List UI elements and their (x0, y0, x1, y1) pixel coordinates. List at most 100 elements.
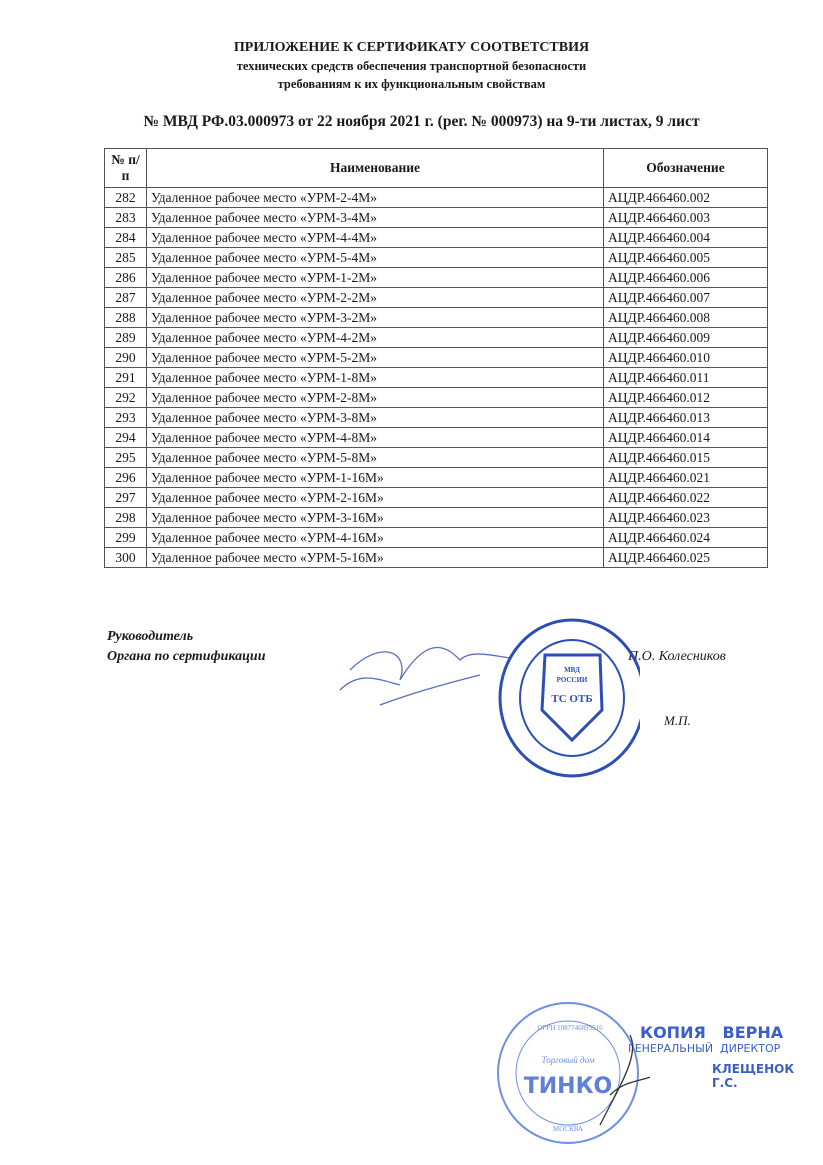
seal-text: МОСКВА (553, 1125, 583, 1133)
certificate-number: № МВД РФ.03.000973 от 22 ноября 2021 г. … (143, 113, 700, 130)
table-row: 294 Удаленное рабочее место «УРМ-4-8М» АЦД… (104, 427, 768, 448)
table-row: 298 Удаленное рабочее место «УРМ-3-16М» АЦ… (104, 507, 768, 528)
item-code: АЦДР.466460.012 (603, 387, 768, 408)
item-code: АЦДР.466460.004 (603, 227, 768, 248)
table-row: 299 Удаленное рабочее место «УРМ-4-16М» АЦ… (104, 527, 768, 548)
item-name: Удаленное рабочее место «УРМ-4-4М» (146, 227, 604, 248)
item-name: Удаленное рабочее место «УРМ-3-4М» (146, 207, 604, 228)
item-name: Удаленное рабочее место «УРМ-4-8М» (146, 427, 604, 448)
table-row: 288 Удаленное рабочее место «УРМ-3-2М» АЦД… (104, 307, 768, 328)
table-row: 293 Удаленное рабочее место «УРМ-3-8М» АЦД… (104, 407, 768, 428)
document-title: ПРИЛОЖЕНИЕ К СЕРТИФИКАТУ СООТВЕТСТВИЯ (233, 40, 590, 55)
item-code: АЦДР.466460.022 (603, 487, 768, 508)
row-number: 283 (104, 207, 147, 228)
items-table: № п/п Наименование Обозначение 282 Удален… (104, 148, 768, 568)
item-name: Удаленное рабочее место «УРМ-2-8М» (146, 387, 604, 408)
company-seal: Торговый дом ТИНКО ОГРН 1087746895516 МО… (497, 1002, 650, 1144)
item-code: АЦДР.466460.021 (603, 467, 768, 488)
document-subtitle: технических средств обеспечения транспор… (236, 59, 587, 73)
table-row: 285 Удаленное рабочее место «УРМ-5-4М» АЦД… (104, 247, 768, 268)
item-code: АЦДР.466460.013 (603, 407, 768, 428)
row-number: 284 (104, 227, 147, 248)
table-row: 289 Удаленное рабочее место «УРМ-4-2М» АЦД… (104, 327, 768, 348)
row-number: 286 (104, 267, 147, 288)
table-row: 290 Удаленное рабочее место «УРМ-5-2М» АЦД… (104, 347, 768, 368)
seal-text: Торговый дом (542, 1055, 595, 1065)
row-number: 292 (104, 387, 147, 408)
signer-role: Руководитель (107, 629, 194, 644)
item-code: АЦДР.466460.009 (603, 327, 768, 348)
signer-role: Органа по сертификации (107, 649, 266, 664)
item-code: АЦДР.466460.024 (603, 527, 768, 548)
table-row: 284 Удаленное рабочее место «УРМ-4-4М» АЦД… (104, 227, 768, 248)
item-code: АЦДР.466460.006 (603, 267, 768, 288)
seal-place-mark: М.П. (664, 713, 691, 728)
row-number: 296 (104, 467, 147, 488)
stamp-text: МВД (564, 666, 580, 674)
row-number: 285 (104, 247, 147, 268)
item-code: АЦДР.466460.023 (603, 507, 768, 528)
row-number: 300 (104, 547, 147, 568)
item-name: Удаленное рабочее место «УРМ-5-2М» (146, 347, 604, 368)
item-name: Удаленное рабочее место «УРМ-1-2М» (146, 267, 604, 288)
item-name: Удаленное рабочее место «УРМ-2-16М» (146, 487, 604, 508)
item-code: АЦДР.466460.008 (603, 307, 768, 328)
item-name: Удаленное рабочее место «УРМ-3-2М» (146, 307, 604, 328)
row-number: 287 (104, 287, 147, 308)
document-subtitle: требованиям к их функциональным свойства… (277, 77, 546, 91)
row-number: 291 (104, 367, 147, 388)
table-row: 295 Удаленное рабочее место «УРМ-5-8М» АЦД… (104, 447, 768, 468)
seal-text: ОГРН 1087746895516 (537, 1024, 603, 1032)
copy-certified-name: КЛЕЩЕНОК Г.С. (712, 1062, 795, 1090)
copy-certified-mark: КОПИЯ ВЕРНА (640, 1023, 784, 1042)
item-code: АЦДР.466460.002 (603, 187, 768, 208)
item-name: Удаленное рабочее место «УРМ-2-4М» (146, 187, 604, 208)
item-code: АЦДР.466460.010 (603, 347, 768, 368)
stamp-text: ТС ОТБ (551, 693, 592, 705)
row-number: 299 (104, 527, 147, 548)
item-name: Удаленное рабочее место «УРМ-5-16М» (146, 547, 604, 568)
row-number: 297 (104, 487, 147, 508)
item-name: Удаленное рабочее место «УРМ-3-16М» (146, 507, 604, 528)
item-name: Удаленное рабочее место «УРМ-3-8М» (146, 407, 604, 428)
row-number: 294 (104, 427, 147, 448)
stamp-text: РОССИИ (557, 676, 588, 684)
row-number: 290 (104, 347, 147, 368)
copy-certified-role: ГЕНЕРАЛЬНЫЙ ДИРЕКТОР (628, 1042, 781, 1055)
table-row: 283 Удаленное рабочее место «УРМ-3-4М» АЦД… (104, 207, 768, 228)
column-header-name: Наименование (146, 148, 604, 188)
item-name: Удаленное рабочее место «УРМ-1-16М» (146, 467, 604, 488)
item-code: АЦДР.466460.014 (603, 427, 768, 448)
item-name: Удаленное рабочее место «УРМ-1-8М» (146, 367, 604, 388)
table-row: 300 Удаленное рабочее место «УРМ-5-16М» АЦ… (104, 547, 768, 568)
signer-name: П.О. Колесников (628, 649, 726, 664)
row-number: 288 (104, 307, 147, 328)
item-name: Удаленное рабочее место «УРМ-4-2М» (146, 327, 604, 348)
table-row: 296 Удаленное рабочее место «УРМ-1-16М» АЦ… (104, 467, 768, 488)
row-number: 293 (104, 407, 147, 428)
item-name: Удаленное рабочее место «УРМ-4-16М» (146, 527, 604, 548)
row-number: 295 (104, 447, 147, 468)
column-header-code: Обозначение (603, 148, 768, 188)
item-name: Удаленное рабочее место «УРМ-5-4М» (146, 247, 604, 268)
item-name: Удаленное рабочее место «УРМ-5-8М» (146, 447, 604, 468)
table-row: 291 Удаленное рабочее место «УРМ-1-8М» АЦД… (104, 367, 768, 388)
table-row: 292 Удаленное рабочее место «УРМ-2-8М» АЦД… (104, 387, 768, 408)
item-code: АЦДР.466460.011 (603, 367, 768, 388)
seal-logo: ТИНКО (524, 1074, 613, 1099)
signature-scribble (339, 647, 511, 706)
row-number: 282 (104, 187, 147, 208)
item-code: АЦДР.466460.003 (603, 207, 768, 228)
signature-and-stamp: МВД РОССИИ ТС ОТБ (339, 618, 640, 778)
row-number: 289 (104, 327, 147, 348)
item-code: АЦДР.466460.005 (603, 247, 768, 268)
item-code: АЦДР.466460.007 (603, 287, 768, 308)
item-code: АЦДР.466460.025 (603, 547, 768, 568)
table-row: 287 Удаленное рабочее место «УРМ-2-2М» АЦД… (104, 287, 768, 308)
table-row: 286 Удаленное рабочее место «УРМ-1-2М» АЦД… (104, 267, 768, 288)
row-number: 298 (104, 507, 147, 528)
table-row: 282 Удаленное рабочее место «УРМ-2-4М» АЦД… (104, 187, 768, 208)
column-header-number: № п/п (104, 148, 147, 188)
table-row: 297 Удаленное рабочее место «УРМ-2-16М» АЦ… (104, 487, 768, 508)
item-code: АЦДР.466460.015 (603, 447, 768, 468)
